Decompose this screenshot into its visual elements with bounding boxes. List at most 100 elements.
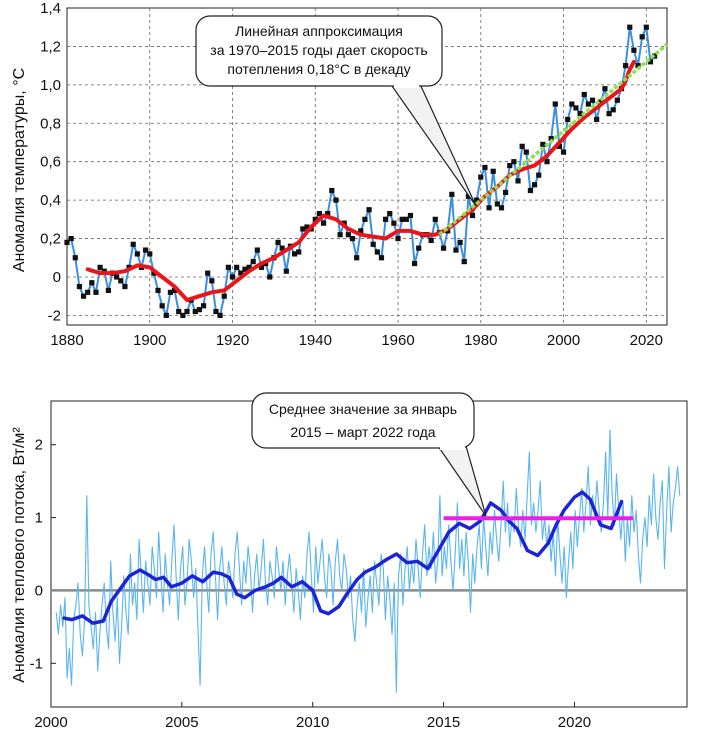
callout-line-2: за 1970–2015 годы дает скорость xyxy=(210,42,427,58)
annual-anomaly-marker xyxy=(536,172,542,178)
annual-anomaly-marker xyxy=(85,289,91,295)
annual-anomaly-marker xyxy=(300,226,306,232)
x-tick-label: 1940 xyxy=(299,332,332,349)
annual-anomaly-marker xyxy=(635,63,641,69)
annual-anomaly-marker xyxy=(167,289,174,295)
series-2 xyxy=(51,429,687,693)
x-tick-label: 1920 xyxy=(216,332,249,349)
annual-anomaly-marker xyxy=(465,193,471,199)
annual-anomaly-marker xyxy=(411,260,418,267)
x-tick-label: 1980 xyxy=(464,332,497,349)
annual-anomaly-marker xyxy=(647,59,654,65)
annual-anomaly-marker xyxy=(337,232,343,238)
annual-anomaly-marker xyxy=(76,283,83,290)
annotation-callout-2: Среднее значение за январь 2015 – март 2… xyxy=(251,392,487,517)
annual-anomaly-marker xyxy=(242,266,248,272)
annual-anomaly-marker xyxy=(97,264,103,270)
y-tick-label: -1 xyxy=(30,655,43,672)
x-tick-label: 2000 xyxy=(547,332,580,349)
annual-anomaly-marker xyxy=(490,168,496,174)
annotation-callout-1: Линейная аппроксимация за 1970–2015 годы… xyxy=(195,15,477,207)
annual-anomaly-marker xyxy=(643,24,649,30)
annual-anomaly-marker xyxy=(556,143,563,149)
x-tick-label: 2000 xyxy=(34,714,67,731)
annual-anomaly-marker xyxy=(159,303,165,309)
annual-anomaly-marker xyxy=(163,312,169,318)
annual-anomaly-marker xyxy=(205,270,211,276)
annual-anomaly-marker xyxy=(598,99,604,105)
annual-anomaly-marker xyxy=(275,239,281,245)
annual-anomaly-marker xyxy=(391,220,397,226)
annual-anomaly-marker xyxy=(366,207,372,213)
y-tick-label: 1,0 xyxy=(40,77,61,94)
annual-anomaly-marker xyxy=(80,293,87,299)
annual-anomaly-marker xyxy=(606,111,612,117)
heat-flux-chart: 2000 2005 2010 2015 2020 2 1 0 -1 Аномалия тепло… xyxy=(11,392,688,731)
annual-anomaly-marker xyxy=(213,308,219,315)
plot-area-2 xyxy=(50,400,688,708)
annual-anomaly-marker xyxy=(329,187,335,194)
annual-anomaly-marker xyxy=(548,136,554,142)
annual-anomaly-marker xyxy=(531,182,538,188)
annual-anomaly-marker xyxy=(614,97,620,103)
x-tick-label: 2020 xyxy=(558,714,591,731)
annual-anomaly-marker xyxy=(180,312,186,318)
annual-anomaly-marker xyxy=(291,251,298,257)
annual-anomaly-marker xyxy=(552,101,558,107)
x-tick-label: 2005 xyxy=(165,714,198,731)
x-tick-label: 1960 xyxy=(381,332,414,349)
annual-anomaly-marker xyxy=(320,220,327,226)
y-tick-label: -2 xyxy=(48,307,61,324)
annual-anomaly-marker xyxy=(565,116,571,123)
annual-anomaly-marker xyxy=(594,116,600,123)
annual-anomaly-marker xyxy=(623,63,629,69)
smoothed-anomaly-line xyxy=(85,59,636,302)
callout-pointer-mask-1 xyxy=(394,82,419,88)
y-tick-label: 0,2 xyxy=(40,231,61,248)
linear-fit-line xyxy=(438,43,669,237)
callout-pointer-mask-2 xyxy=(440,444,465,450)
annual-anomaly-marker xyxy=(333,197,339,203)
y-tick-label: 1 xyxy=(35,510,43,527)
annual-anomaly-marker xyxy=(283,268,289,274)
callout-line-1: Линейная аппроксимация xyxy=(235,23,403,39)
annual-anomaly-marker xyxy=(540,141,546,148)
callout-line-3: потепления 0,18°С в декаду xyxy=(227,61,410,77)
x-tick-label: 1880 xyxy=(50,332,83,349)
callout-line-1: Среднее значение за январь xyxy=(269,401,457,417)
annual-anomaly-marker xyxy=(325,210,331,217)
annual-anomaly-marker xyxy=(312,216,318,222)
annual-anomaly-marker xyxy=(482,164,488,171)
annual-anomaly-marker xyxy=(544,159,550,165)
annual-anomaly-marker xyxy=(387,210,393,217)
smoothed-flux-line xyxy=(62,490,624,625)
annual-anomaly-marker xyxy=(155,287,161,294)
annual-anomaly-marker xyxy=(440,245,447,251)
annual-anomaly-marker xyxy=(416,245,422,251)
x-tick-label: 1900 xyxy=(133,332,166,349)
annual-anomaly-marker xyxy=(407,212,414,219)
annual-anomaly-marker xyxy=(151,270,157,276)
annual-anomaly-marker xyxy=(130,241,136,247)
annual-anomaly-marker xyxy=(610,107,616,113)
x-tick-label: 2010 xyxy=(296,714,329,731)
annual-anomaly-marker xyxy=(304,224,310,230)
annual-anomaly-marker xyxy=(639,34,645,40)
annual-anomaly-marker xyxy=(114,274,120,280)
annual-anomaly-marker xyxy=(143,247,149,253)
annual-anomaly-marker xyxy=(453,247,459,253)
annual-anomaly-marker xyxy=(523,149,529,155)
annual-anomaly-marker xyxy=(147,251,153,257)
annual-anomaly-marker xyxy=(585,101,591,107)
annual-anomaly-marker xyxy=(64,239,70,245)
annual-anomaly-marker xyxy=(345,232,351,238)
temperature-chart: 1880 1900 1920 1940 1960 1980 2000 2020 1,4 1,2 1,… xyxy=(11,0,669,349)
annual-anomaly-marker xyxy=(469,212,476,219)
annual-anomaly-marker xyxy=(246,264,252,270)
annual-anomaly-marker xyxy=(316,210,323,217)
annual-anomaly-marker xyxy=(486,205,492,211)
annual-anomaly-marker xyxy=(569,101,575,107)
y-tick-label: 0,4 xyxy=(40,192,61,209)
y-axis-label-1: Аномалия температуры, °С xyxy=(11,68,28,272)
